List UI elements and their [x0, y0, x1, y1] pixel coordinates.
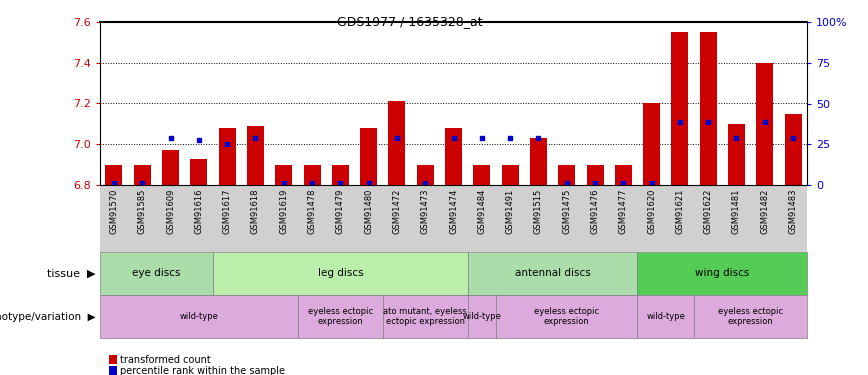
- Bar: [587, 165, 603, 185]
- Text: eyeless ectopic
expression: eyeless ectopic expression: [308, 307, 373, 326]
- Text: GSM91570: GSM91570: [109, 188, 118, 234]
- Text: GSM91479: GSM91479: [336, 188, 345, 234]
- Text: GSM91620: GSM91620: [648, 188, 656, 234]
- Bar: [473, 165, 490, 185]
- Text: GSM91474: GSM91474: [449, 188, 458, 234]
- Text: GDS1977 / 1635328_at: GDS1977 / 1635328_at: [338, 15, 483, 28]
- Text: transformed count: transformed count: [120, 355, 211, 365]
- Bar: [417, 165, 434, 185]
- Bar: [496, 295, 637, 338]
- Text: leg discs: leg discs: [318, 268, 363, 279]
- Text: GSM91585: GSM91585: [138, 188, 147, 234]
- Bar: [389, 102, 405, 185]
- Text: GSM91483: GSM91483: [789, 188, 798, 234]
- Bar: [162, 150, 179, 185]
- Bar: [785, 114, 801, 185]
- Text: GSM91480: GSM91480: [365, 188, 373, 234]
- Bar: [445, 128, 462, 185]
- Text: wild-type: wild-type: [647, 312, 685, 321]
- Bar: [360, 128, 377, 185]
- Text: wild-type: wild-type: [180, 312, 218, 321]
- Text: percentile rank within the sample: percentile rank within the sample: [120, 366, 285, 375]
- Text: GSM91618: GSM91618: [251, 188, 260, 234]
- Bar: [247, 126, 264, 185]
- Bar: [558, 165, 575, 185]
- Bar: [213, 252, 468, 295]
- Text: eyeless ectopic
expression: eyeless ectopic expression: [534, 307, 599, 326]
- Text: GSM91617: GSM91617: [223, 188, 232, 234]
- Bar: [700, 32, 717, 185]
- Text: GSM91472: GSM91472: [392, 188, 401, 234]
- Text: genotype/variation  ▶: genotype/variation ▶: [0, 312, 95, 321]
- Text: eyeless ectopic
expression: eyeless ectopic expression: [718, 307, 783, 326]
- Bar: [332, 165, 349, 185]
- Text: antennal discs: antennal discs: [515, 268, 590, 279]
- Bar: [672, 32, 688, 185]
- Bar: [637, 252, 807, 295]
- Bar: [298, 295, 383, 338]
- Text: ato mutant, eyeless
ectopic expression: ato mutant, eyeless ectopic expression: [384, 307, 467, 326]
- Bar: [643, 104, 660, 185]
- Text: GSM91621: GSM91621: [675, 188, 684, 234]
- Text: GSM91616: GSM91616: [194, 188, 203, 234]
- Bar: [468, 295, 496, 338]
- Text: GSM91622: GSM91622: [704, 188, 713, 234]
- Bar: [468, 252, 637, 295]
- Bar: [190, 159, 207, 185]
- Text: GSM91475: GSM91475: [562, 188, 571, 234]
- Text: GSM91484: GSM91484: [477, 188, 486, 234]
- Bar: [728, 124, 745, 185]
- Text: wild-type: wild-type: [463, 312, 501, 321]
- Text: GSM91473: GSM91473: [421, 188, 430, 234]
- Text: GSM91619: GSM91619: [279, 188, 288, 234]
- Bar: [106, 165, 122, 185]
- Bar: [134, 165, 151, 185]
- Text: tissue  ▶: tissue ▶: [47, 268, 95, 279]
- Bar: [383, 295, 468, 338]
- Text: GSM91491: GSM91491: [506, 188, 515, 234]
- Text: GSM91609: GSM91609: [166, 188, 175, 234]
- Bar: [694, 295, 807, 338]
- Text: GSM91478: GSM91478: [307, 188, 317, 234]
- Bar: [275, 165, 293, 185]
- Text: GSM91476: GSM91476: [590, 188, 600, 234]
- Text: eye discs: eye discs: [132, 268, 181, 279]
- Bar: [756, 63, 773, 185]
- Bar: [219, 128, 235, 185]
- Text: GSM91515: GSM91515: [534, 188, 542, 234]
- Text: GSM91477: GSM91477: [619, 188, 628, 234]
- Text: GSM91481: GSM91481: [732, 188, 741, 234]
- Bar: [502, 165, 518, 185]
- Text: wing discs: wing discs: [695, 268, 750, 279]
- Bar: [637, 295, 694, 338]
- Bar: [304, 165, 320, 185]
- Bar: [530, 138, 547, 185]
- Bar: [100, 295, 298, 338]
- Bar: [100, 252, 213, 295]
- Text: GSM91482: GSM91482: [760, 188, 769, 234]
- Bar: [615, 165, 632, 185]
